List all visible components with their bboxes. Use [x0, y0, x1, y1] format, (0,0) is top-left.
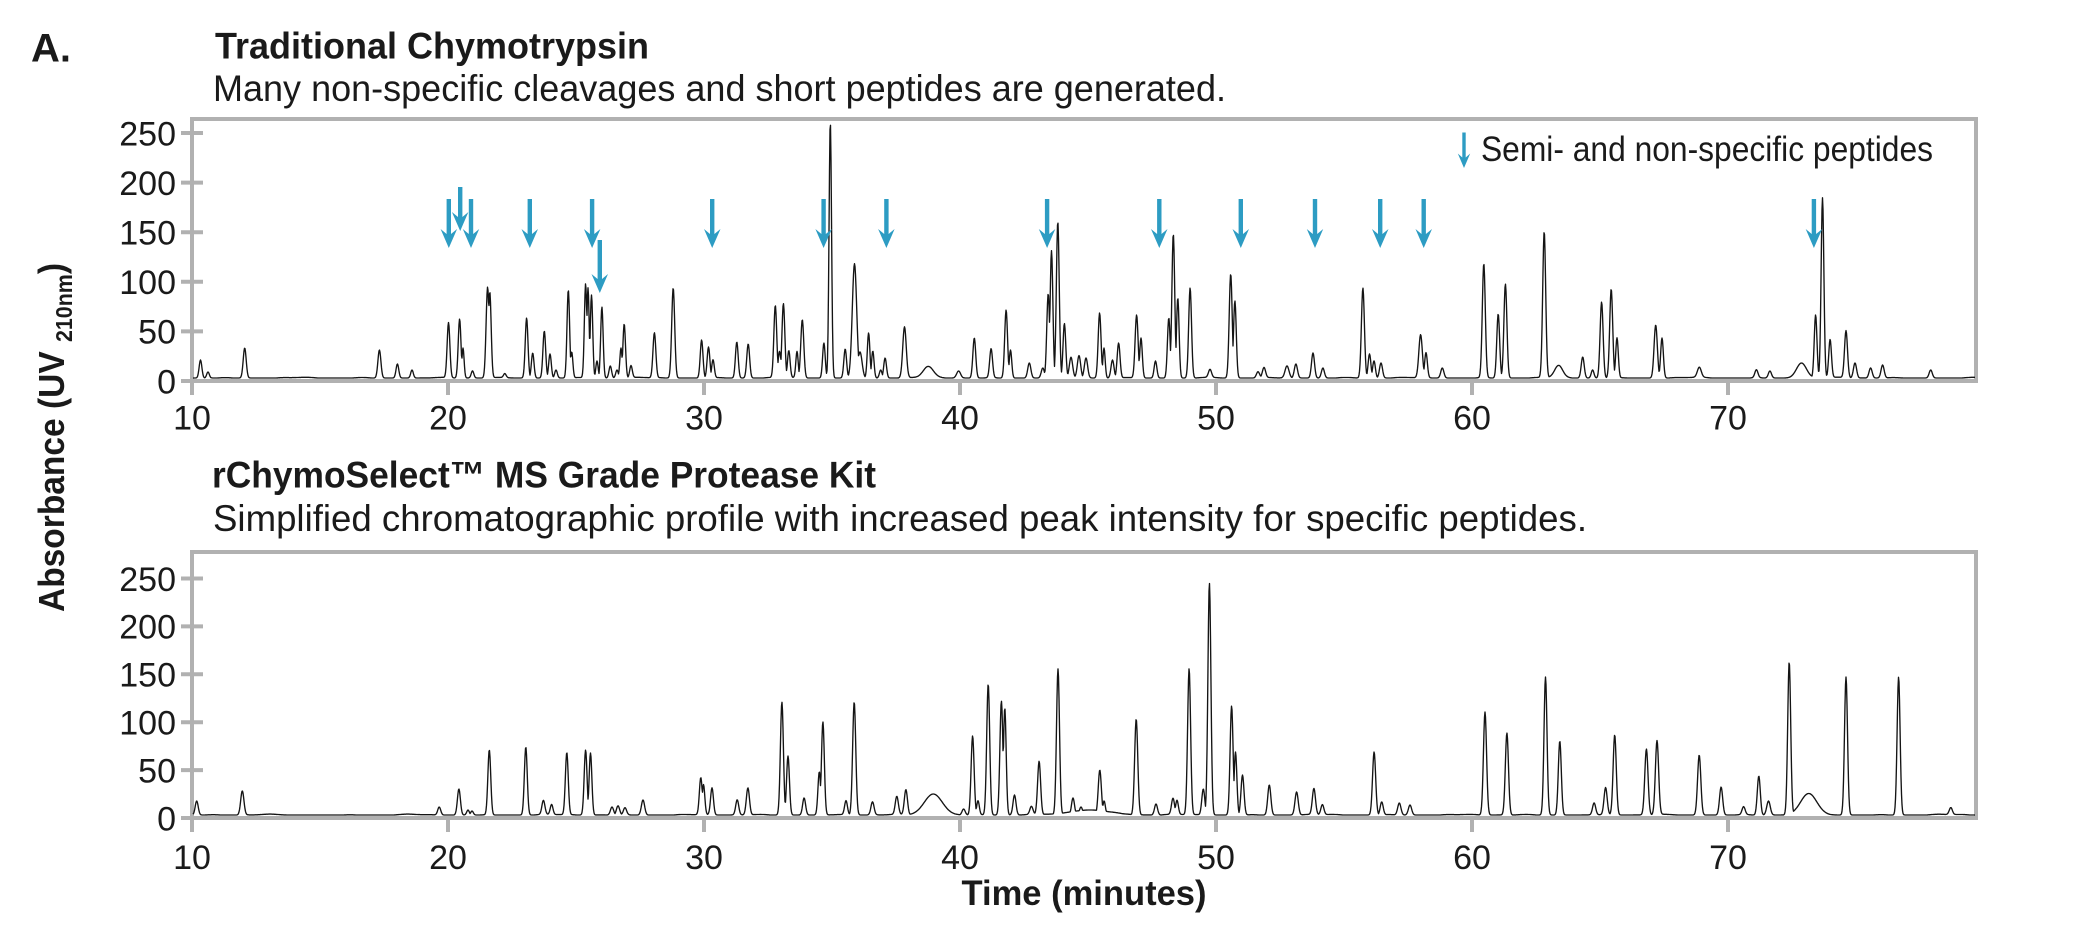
svg-text:50: 50 — [138, 314, 176, 352]
svg-text:100: 100 — [119, 705, 176, 743]
svg-text:50: 50 — [1197, 839, 1235, 877]
svg-text:A.: A. — [31, 27, 71, 71]
svg-text:250: 250 — [119, 561, 176, 599]
svg-text:60: 60 — [1453, 400, 1491, 438]
svg-text:Many non-specific cleavages an: Many non-specific cleavages and short pe… — [213, 68, 1226, 109]
svg-text:30: 30 — [685, 839, 723, 877]
svg-text:rChymoSelect™ MS Grade Proteas: rChymoSelect™ MS Grade Protease Kit — [212, 455, 876, 496]
svg-text:50: 50 — [138, 752, 176, 790]
svg-text:250: 250 — [119, 115, 176, 153]
svg-text:40: 40 — [941, 839, 979, 877]
svg-text:Traditional Chymotrypsin: Traditional Chymotrypsin — [215, 26, 649, 67]
svg-text:0: 0 — [157, 800, 176, 838]
svg-text:10: 10 — [173, 839, 211, 877]
svg-text:40: 40 — [941, 400, 979, 438]
svg-text:30: 30 — [685, 400, 723, 438]
svg-text:Simplified chromatographic pro: Simplified chromatographic profile with … — [213, 498, 1587, 539]
svg-text:200: 200 — [119, 165, 176, 203]
svg-text:20: 20 — [429, 400, 467, 438]
svg-text:70: 70 — [1709, 400, 1747, 438]
svg-text:0: 0 — [157, 363, 176, 401]
svg-text:Absorbance (UV 210nm): Absorbance (UV 210nm) — [31, 263, 77, 612]
svg-text:50: 50 — [1197, 400, 1235, 438]
svg-text:Semi- and non-specific peptide: Semi- and non-specific peptides — [1481, 130, 1933, 169]
svg-text:20: 20 — [429, 839, 467, 877]
svg-text:10: 10 — [173, 400, 211, 438]
svg-text:150: 150 — [119, 657, 176, 695]
svg-text:150: 150 — [119, 215, 176, 253]
svg-text:100: 100 — [119, 264, 176, 302]
svg-text:200: 200 — [119, 609, 176, 647]
svg-text:Time (minutes): Time (minutes) — [962, 874, 1207, 913]
svg-text:70: 70 — [1709, 839, 1747, 877]
svg-text:60: 60 — [1453, 839, 1491, 877]
